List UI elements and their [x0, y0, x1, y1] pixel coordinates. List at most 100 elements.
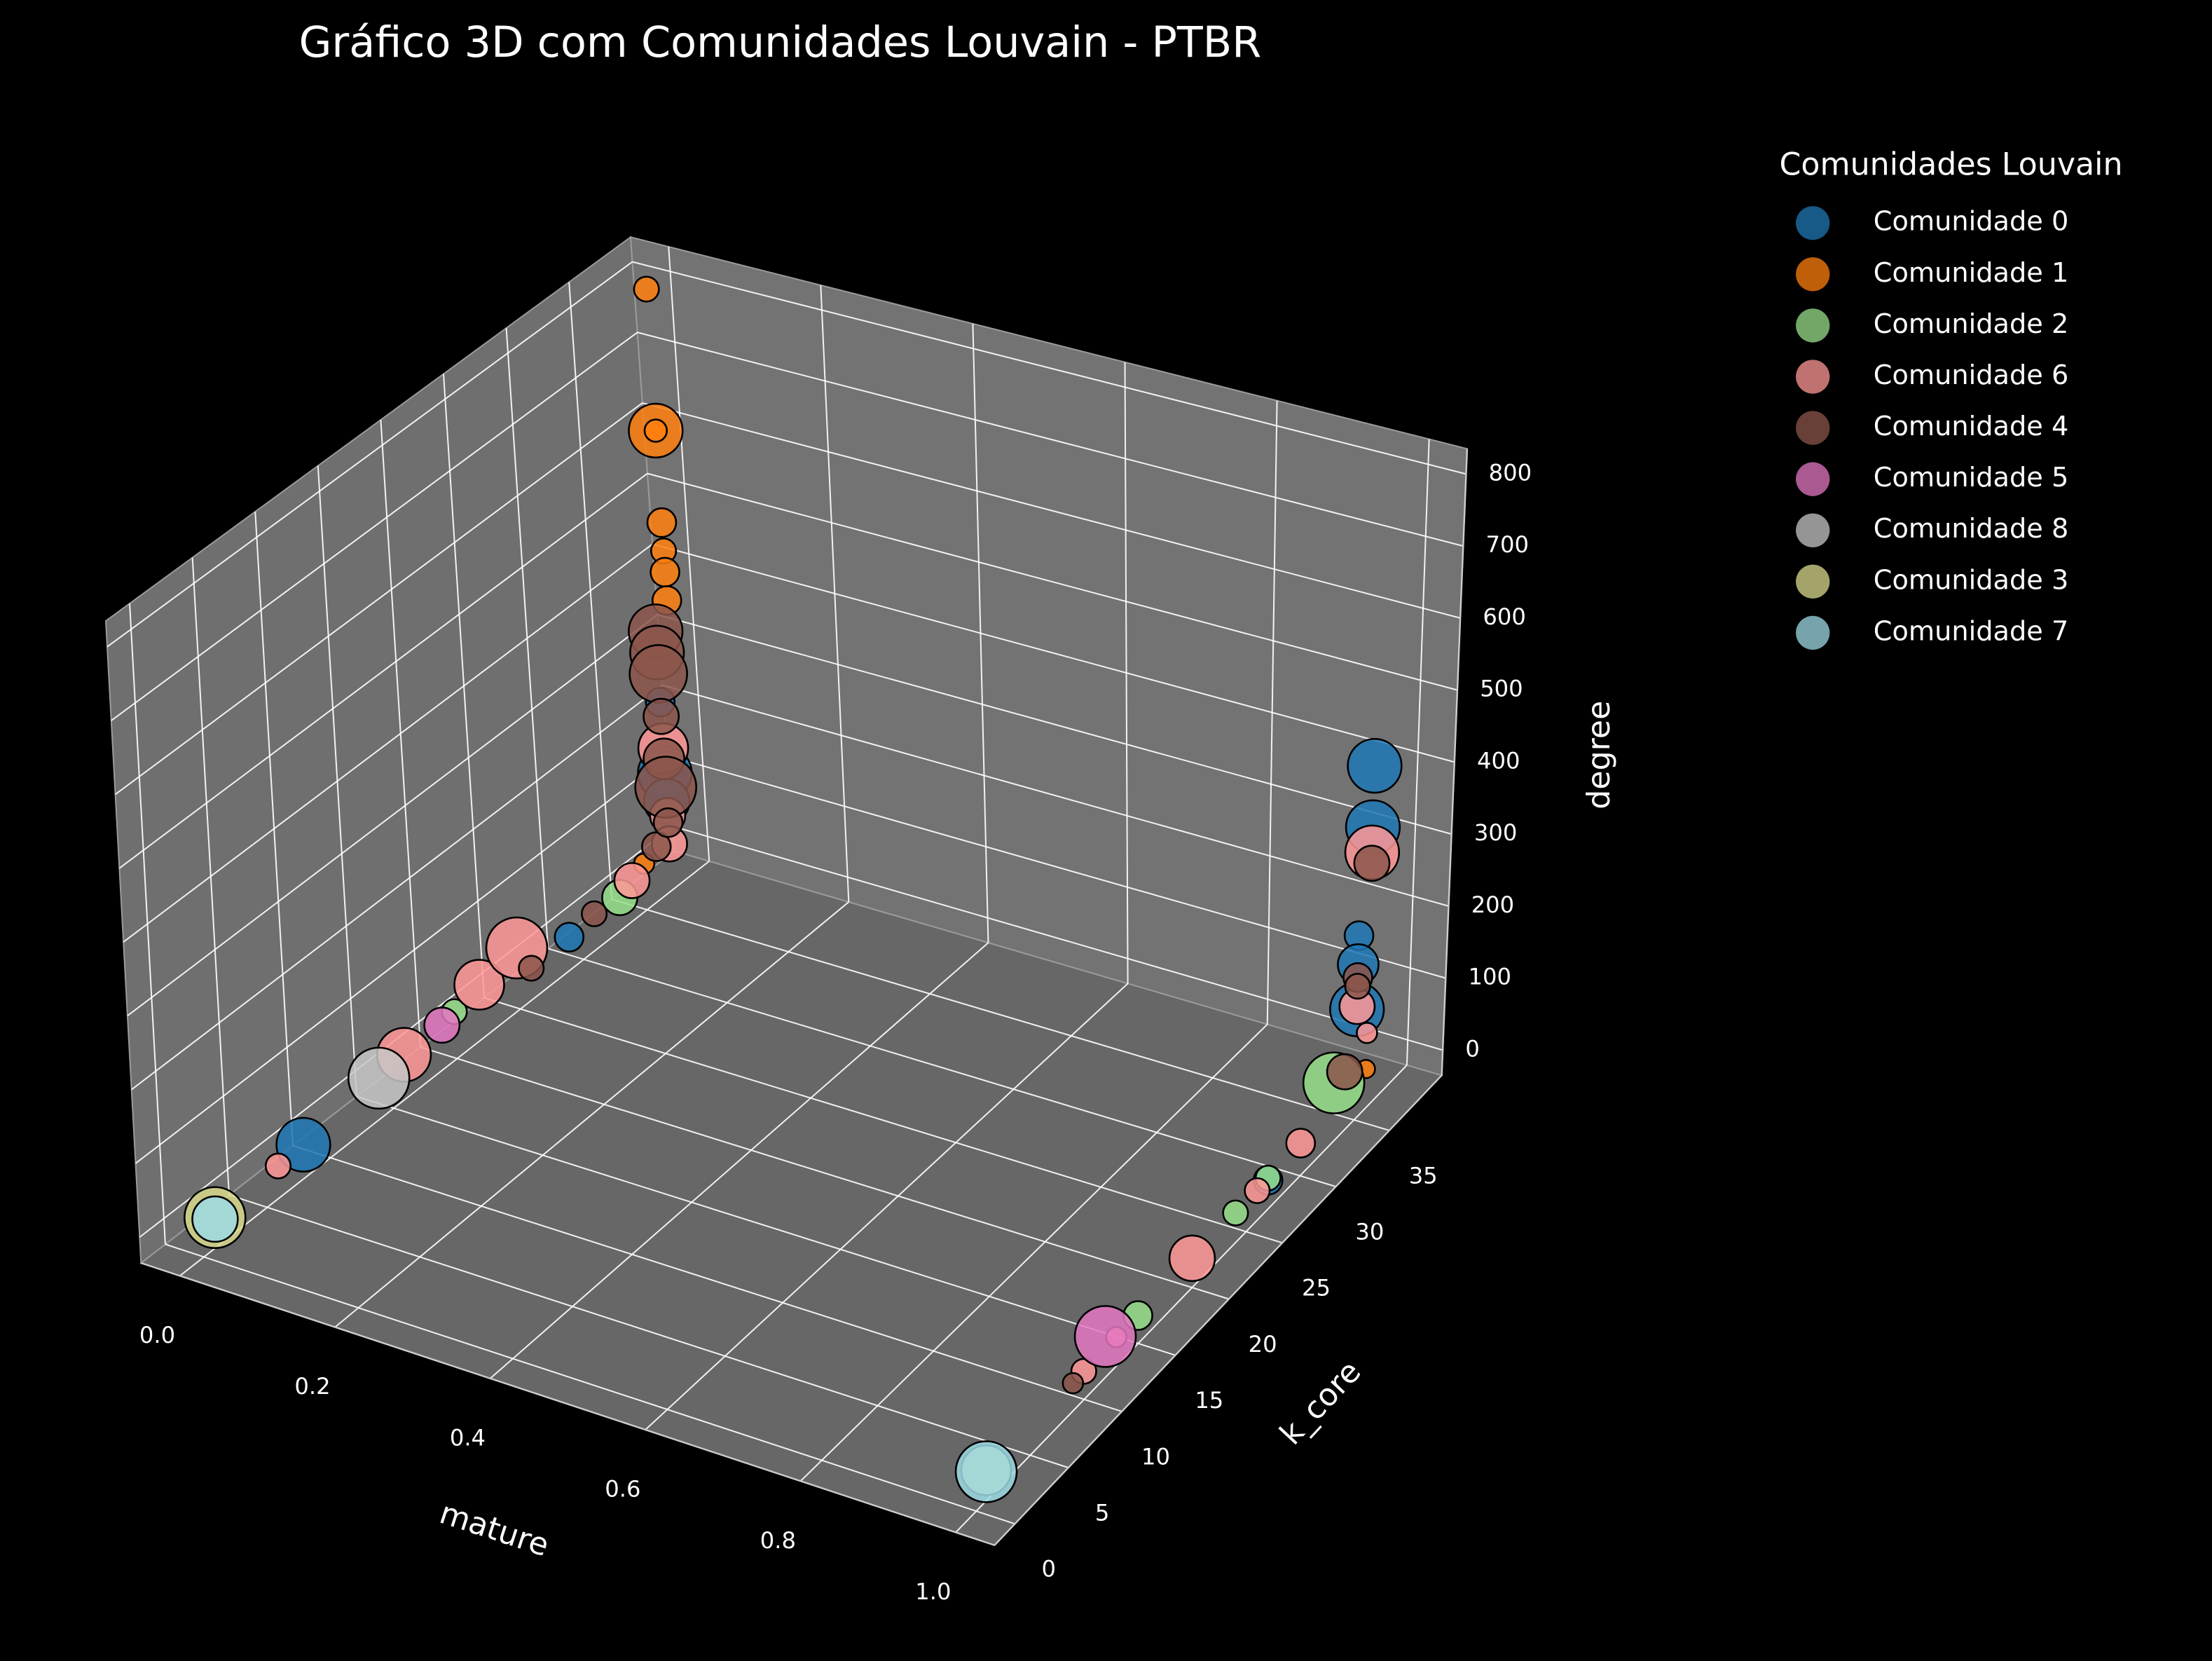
legend-marker — [1796, 360, 1830, 394]
data-point — [1353, 845, 1391, 882]
y-tick-label: 0 — [1042, 1556, 1057, 1583]
chart-title: Gráfico 3D com Comunidades Louvain - PTB… — [299, 18, 1262, 67]
legend-label: Comunidade 2 — [1874, 308, 2069, 340]
legend: Comunidade 0 Comunidade 1 Comunidade 2 Comu… — [1796, 206, 2068, 650]
data-point — [628, 644, 688, 704]
points — [184, 275, 1403, 1503]
legend-label: Comunidade 6 — [1874, 360, 2069, 391]
y-tick-label: 10 — [1141, 1443, 1170, 1470]
data-point — [1244, 1177, 1271, 1204]
data-point — [347, 1046, 411, 1110]
grid-line — [420, 1046, 1230, 1300]
data-point — [633, 275, 660, 303]
axis-line — [1441, 449, 1469, 1076]
grid-line — [165, 1243, 1015, 1525]
grid-line — [115, 402, 643, 795]
y-tick-label: 15 — [1195, 1387, 1223, 1414]
axes: 0.0 0.2 0.4 0.6 0.8 1.0 0 5 10 15 20 25 30 35 0 100 200 3… — [139, 449, 1532, 1605]
grid-line — [483, 997, 1283, 1244]
x-tick-label: 1.0 — [915, 1578, 951, 1605]
axis-line — [994, 1074, 1443, 1546]
data-point — [191, 1195, 239, 1243]
legend-label: Comunidade 4 — [1874, 411, 2069, 442]
z-tick-label: 200 — [1471, 891, 1514, 918]
legend-marker — [1796, 206, 1830, 240]
data-point — [643, 418, 668, 443]
legend-marker — [1796, 257, 1830, 292]
z-tick-label: 700 — [1486, 531, 1529, 558]
legend-marker — [1796, 513, 1830, 547]
data-point — [453, 959, 505, 1011]
grid — [107, 247, 1466, 1533]
grid-line — [645, 983, 1129, 1430]
grid-line — [611, 898, 1390, 1131]
z-tick-label: 800 — [1489, 459, 1532, 486]
z-tick-label: 500 — [1480, 676, 1523, 702]
grid-line — [131, 684, 664, 1091]
legend-label: Comunidade 3 — [1874, 564, 2069, 596]
data-point — [613, 862, 651, 899]
z-tick-label: 600 — [1483, 603, 1525, 630]
grid-line — [127, 614, 658, 1017]
grid-line — [657, 613, 1452, 835]
z-tick-label: 300 — [1474, 819, 1517, 846]
data-point — [518, 955, 545, 982]
data-point — [581, 900, 608, 927]
data-point — [1073, 1305, 1137, 1368]
grid-line — [489, 942, 989, 1379]
z-tick-label: 100 — [1469, 964, 1511, 990]
data-point — [275, 1116, 331, 1173]
data-point — [1326, 1053, 1363, 1091]
legend-label: Comunidade 7 — [1874, 615, 2069, 647]
grid-line — [667, 755, 1446, 979]
axis-line — [140, 1262, 995, 1546]
grid-line — [179, 860, 710, 1277]
grid-line — [356, 1095, 1176, 1356]
y-tick-label: 5 — [1095, 1500, 1110, 1526]
grid-line — [955, 1065, 1408, 1533]
legend-marker — [1796, 411, 1830, 445]
data-point — [643, 697, 680, 735]
data-point — [1344, 973, 1371, 1000]
data-point — [264, 1152, 292, 1180]
panes — [104, 235, 1468, 1546]
data-point — [1347, 738, 1403, 794]
legend-marker — [1796, 564, 1830, 599]
z-tick-label: 400 — [1477, 747, 1520, 774]
grid-line — [662, 684, 1449, 907]
grid-line — [292, 1144, 1122, 1412]
y-tick-label: 20 — [1249, 1331, 1277, 1358]
data-point — [1062, 1372, 1085, 1395]
grid-line — [111, 331, 638, 721]
grid-line — [334, 901, 849, 1328]
y-tick-label: 30 — [1355, 1219, 1384, 1245]
legend-label: Comunidade 0 — [1874, 206, 2069, 238]
x-tick-label: 0.8 — [760, 1527, 796, 1554]
legend-title: Comunidades Louvain — [1779, 147, 2122, 183]
data-point — [1168, 1234, 1216, 1283]
x-tick-label: 0.6 — [605, 1476, 640, 1503]
legend-marker — [1796, 308, 1830, 343]
grid-line — [547, 948, 1336, 1188]
y-tick-label: 25 — [1302, 1275, 1331, 1301]
data-point — [646, 507, 678, 538]
grid-line — [672, 825, 1443, 1051]
data-point — [1356, 1022, 1378, 1044]
data-point — [554, 922, 585, 952]
grid-line — [632, 261, 1466, 475]
grid-line — [118, 472, 648, 869]
data-point — [1222, 1199, 1249, 1226]
grid-line — [642, 402, 1461, 619]
grid-line — [135, 755, 668, 1164]
data-point — [650, 556, 680, 588]
grid-line — [799, 1023, 1268, 1482]
grid-line — [637, 331, 1464, 547]
z-tick-label: 0 — [1465, 1035, 1480, 1062]
grid-line — [107, 261, 633, 648]
grid-line — [647, 472, 1458, 691]
grid-line — [652, 543, 1455, 763]
grid-line — [123, 543, 653, 943]
data-point — [954, 1440, 1018, 1503]
legend-label: Comunidade 8 — [1874, 513, 2069, 545]
x-tick-label: 0.2 — [294, 1373, 330, 1400]
